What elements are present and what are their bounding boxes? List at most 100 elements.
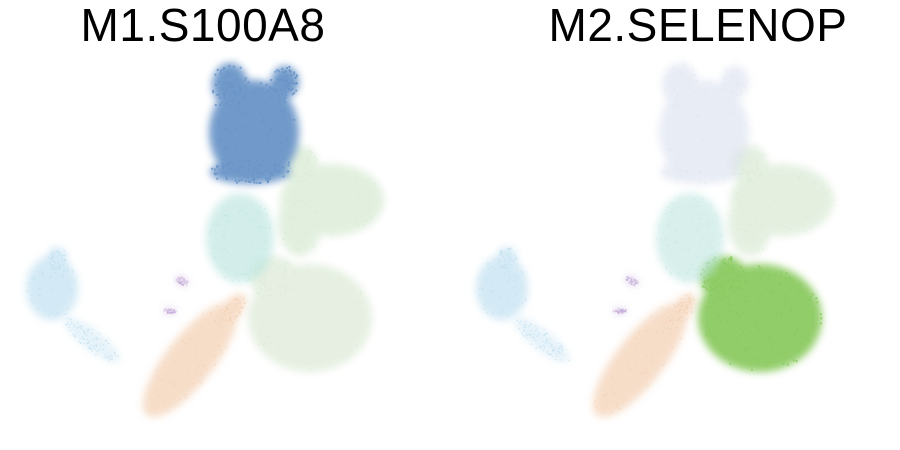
cell-point	[741, 189, 743, 192]
cell-point	[83, 331, 85, 334]
cell-point	[263, 342, 266, 345]
cell-point	[832, 199, 835, 202]
cell-point	[96, 338, 99, 341]
cell-point	[98, 332, 100, 335]
cell-point	[687, 269, 690, 271]
cell-point	[778, 334, 781, 337]
cell-point	[789, 228, 791, 231]
cell-point	[269, 294, 272, 297]
cell-point	[257, 247, 260, 250]
cell-point	[223, 127, 226, 130]
cell-point	[212, 252, 214, 255]
cell-point	[279, 286, 281, 289]
cluster-left-trail-points	[516, 319, 570, 362]
cell-point	[710, 288, 713, 291]
cell-point	[542, 349, 545, 352]
cell-point	[169, 308, 172, 311]
cell-point	[707, 260, 710, 262]
cell-point	[499, 259, 502, 261]
cell-point	[482, 288, 484, 291]
cell-point	[775, 313, 778, 316]
cell-point	[784, 318, 787, 321]
cell-point	[236, 78, 239, 81]
cell-point	[261, 119, 264, 122]
cell-point	[315, 159, 317, 162]
cell-point	[61, 254, 63, 257]
cell-point	[271, 256, 274, 259]
cell-point	[559, 343, 562, 345]
cell-point	[62, 264, 65, 267]
cell-point	[499, 312, 501, 315]
cell-point	[497, 262, 500, 265]
cell-point	[92, 344, 94, 347]
cell-point	[212, 89, 215, 92]
cell-point	[72, 271, 74, 273]
cell-point	[309, 368, 312, 371]
cell-point	[214, 73, 217, 76]
cell-point	[266, 133, 269, 136]
cell-point	[704, 265, 707, 267]
cell-point	[263, 273, 266, 275]
cell-point	[256, 176, 260, 179]
cell-point	[517, 264, 519, 266]
cell-point	[240, 273, 242, 276]
cell-point	[214, 320, 216, 322]
cell-point	[525, 332, 528, 335]
cell-point	[719, 267, 722, 270]
cell-point	[676, 165, 679, 168]
cell-point	[705, 288, 708, 291]
cell-point	[293, 216, 295, 218]
cell-point	[753, 235, 755, 238]
cell-point	[88, 340, 90, 343]
cell-point	[234, 179, 237, 182]
cell-point	[214, 83, 218, 86]
cell-point	[117, 355, 119, 357]
cell-point	[252, 170, 255, 173]
cell-point	[672, 203, 675, 205]
cell-point	[229, 86, 233, 89]
cell-point	[213, 223, 215, 226]
cell-point	[264, 208, 267, 210]
cell-point	[226, 308, 229, 310]
cell-point	[755, 219, 757, 221]
cell-point	[678, 105, 680, 107]
cell-point	[223, 214, 225, 216]
cell-point	[544, 343, 547, 345]
cell-point	[686, 272, 689, 275]
cell-point	[797, 176, 800, 178]
cell-point	[699, 218, 702, 220]
cell-point	[283, 101, 286, 104]
cell-point	[527, 325, 530, 327]
cell-point	[690, 301, 692, 303]
cell-point	[238, 85, 241, 88]
cell-point	[616, 361, 619, 364]
cell-point	[284, 91, 287, 94]
cell-point	[717, 216, 719, 219]
cell-point	[715, 214, 717, 216]
cell-point	[538, 345, 540, 348]
cell-point	[676, 229, 678, 232]
cell-point	[259, 175, 263, 178]
cell-point	[733, 272, 736, 275]
cell-point	[693, 90, 696, 93]
cell-point	[767, 274, 770, 277]
cell-point	[488, 267, 490, 270]
cell-point	[307, 158, 310, 160]
cell-point	[704, 286, 707, 289]
cell-point	[718, 243, 720, 245]
cell-point	[634, 283, 636, 285]
cell-point	[731, 75, 734, 78]
cell-point	[676, 94, 678, 96]
cell-point	[685, 294, 688, 296]
cell-point	[96, 350, 99, 353]
cell-point	[756, 359, 759, 362]
cell-point	[721, 282, 725, 285]
cell-point	[658, 223, 660, 226]
cell-point	[770, 327, 773, 330]
cell-point	[283, 110, 286, 113]
cell-point	[265, 83, 268, 86]
cell-point	[712, 336, 715, 339]
cell-point	[217, 93, 220, 96]
cell-point	[272, 263, 275, 266]
cell-point	[283, 79, 286, 82]
